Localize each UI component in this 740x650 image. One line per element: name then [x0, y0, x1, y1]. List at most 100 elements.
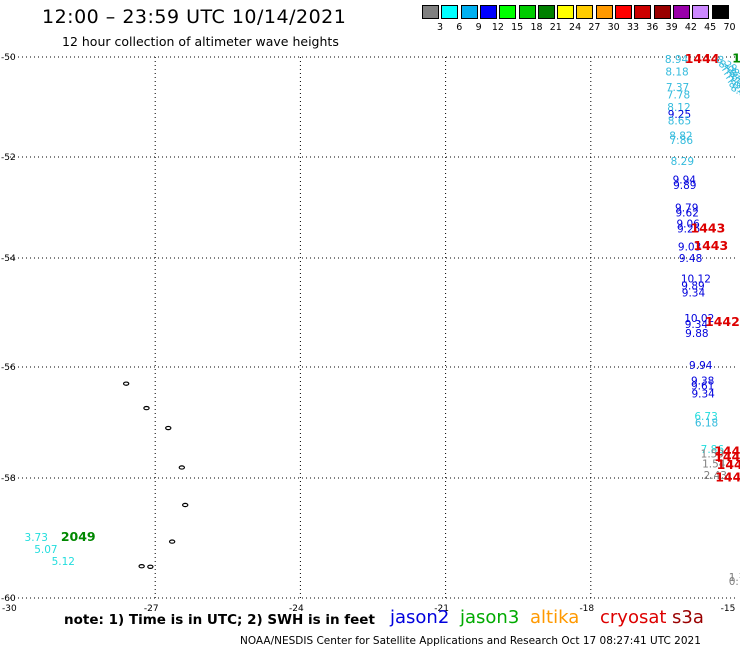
wave-height-label: 8.94: [665, 54, 689, 66]
legend-label: 42: [684, 22, 697, 33]
wave-height-label: 9.94: [689, 360, 713, 372]
lat-tick-label: -54: [1, 254, 16, 264]
wave-height-label: 8.82: [669, 131, 692, 143]
legend-swatch: [672, 5, 690, 19]
wave-height-label: 6.18: [695, 418, 718, 430]
wave-height-label: 5.07: [34, 544, 57, 556]
track-time-label: 144: [714, 449, 740, 464]
legend-swatch: [711, 5, 729, 19]
wave-height-label: 9.89: [681, 280, 704, 292]
footer-note: note: 1) Time is in UTC; 2) SWH is in fe…: [64, 612, 375, 628]
track-time-label: 13: [732, 51, 740, 66]
wave-height-label: 6.73: [694, 411, 717, 423]
track-time-label: 1443: [693, 238, 728, 253]
wave-height-label: 8.12: [667, 102, 690, 114]
wave-observations: 8.948.187.377.788.129.258.658.827.868.29…: [25, 54, 740, 588]
legend-swatch: [422, 5, 439, 19]
wave-height-label: 7.86: [701, 444, 725, 456]
track-time-label: 2049: [61, 529, 96, 544]
legend-swatch: [692, 5, 710, 19]
legend-label: 9: [475, 22, 482, 33]
track-time-label: 144: [714, 443, 740, 458]
lon-tick-label: -18: [579, 604, 594, 614]
wave-height-label: 9.06: [676, 219, 700, 231]
wave-height-label: 9.62: [676, 208, 699, 220]
wave-height-label: 9.89: [673, 180, 696, 192]
legend-label: 70: [723, 22, 736, 33]
island-outline: [143, 405, 150, 411]
wave-height-label: 8.29: [671, 156, 694, 168]
island-outline: [138, 564, 145, 569]
satellite-altika: altika: [530, 607, 580, 628]
track-times: 1444144314431442144144144144204913: [61, 51, 740, 545]
legend-swatch: [576, 5, 594, 19]
legend-swatch: [479, 5, 497, 19]
legend-label: 45: [704, 22, 717, 33]
lat-tick-label: -50: [1, 53, 16, 63]
legend-swatch: [653, 5, 671, 19]
lat-tick-label: -58: [1, 474, 16, 484]
wave-height-label: 9.88: [685, 328, 708, 340]
wave-height-label: 7.37: [666, 82, 689, 94]
island-outline: [147, 564, 154, 570]
wave-height-label: 9.79: [675, 203, 698, 215]
legend-label: 15: [511, 22, 524, 33]
wave-height-label: 2.43: [704, 470, 727, 482]
legend-swatch: [518, 5, 536, 19]
legend-label: 12: [491, 22, 504, 33]
track-time-label: 1443: [691, 221, 726, 236]
wave-height-label: 8.18: [665, 67, 688, 79]
page-title: 12:00 – 23:59 UTC 10/14/2021: [42, 6, 347, 28]
island-outline: [165, 425, 172, 431]
wave-height-label: 9.25: [677, 224, 700, 236]
legend-label: 27: [588, 22, 601, 33]
legend-swatch: [441, 5, 459, 19]
track-time-label: 144: [715, 469, 740, 484]
wave-height-label: 9.48: [679, 253, 702, 265]
wave-height-label: 9.25: [668, 109, 691, 121]
track-time-label: 1444: [685, 51, 720, 66]
island-outline: [182, 502, 189, 508]
wave-height-label: 10.02: [684, 313, 714, 325]
legend-label: 6: [456, 22, 463, 33]
wave-height-label: 1.79: [729, 572, 740, 584]
track-time-label: 144: [717, 457, 740, 472]
legend-label: 24: [569, 22, 582, 33]
map-grid: [10, 56, 736, 599]
satellite-cryosat: cryosat: [600, 607, 667, 628]
wave-height-label: 10.12: [681, 274, 711, 286]
legend-swatch: [537, 5, 555, 19]
legend-swatch: [499, 5, 517, 19]
legend-swatch: [615, 5, 632, 19]
wave-height-label: 5.12: [52, 556, 75, 568]
legend-swatch: [634, 5, 652, 19]
axis-ticks: -50 -52 -54 -56 -58 -60-30 -27 -24 -21 -18 -15: [1, 53, 735, 614]
island-outline: [168, 539, 176, 544]
legend-swatch: [460, 5, 478, 19]
lon-tick-label: -30: [2, 604, 17, 614]
wave-height-label: 8.01: [728, 83, 740, 104]
legend-label: 36: [646, 22, 659, 33]
lon-tick-label: -27: [144, 604, 159, 614]
lat-tick-label: -56: [1, 363, 16, 373]
legend-label: 39: [665, 22, 678, 33]
track-time-label: 1442: [705, 314, 740, 329]
legend-label: 21: [549, 22, 562, 33]
wave-height-label: 9.38: [691, 375, 714, 387]
island-outline: [122, 381, 130, 386]
wave-height-label: 7.78: [667, 90, 690, 102]
wave-height-label: 9.34: [685, 319, 709, 331]
lon-tick-label: -24: [289, 604, 304, 614]
lon-tick-label: -15: [721, 604, 736, 614]
wave-height-label: 9.34: [682, 287, 706, 299]
legend-label: 33: [626, 22, 640, 33]
wave-height-label: 3.73: [25, 532, 48, 544]
wave-height-label: 9.61: [691, 380, 714, 392]
island-outline: [178, 465, 186, 470]
wave-height-label: 1.59: [701, 449, 724, 461]
legend-swatch: [557, 5, 575, 19]
wave-height-label: 8.65: [668, 116, 691, 128]
wave-height-label: 9.03: [678, 241, 701, 253]
satellite-s3a: s3a: [672, 607, 704, 628]
